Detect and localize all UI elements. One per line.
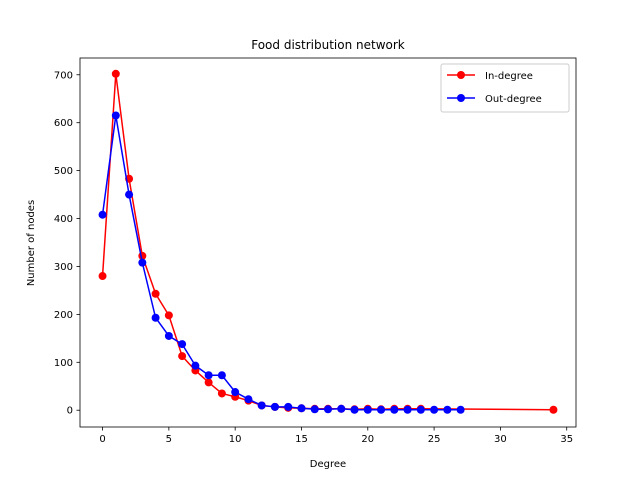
series-1-point xyxy=(178,352,187,361)
legend-marker-2 xyxy=(457,94,465,102)
y-axis-label: Number of nodes xyxy=(26,200,37,286)
series-2-point xyxy=(324,405,332,414)
series-2-point xyxy=(403,405,412,414)
series-1-point xyxy=(151,289,160,298)
x-tick-label: 20 xyxy=(361,434,374,445)
legend-box xyxy=(440,63,570,113)
series-2-point xyxy=(151,313,160,322)
series-2-point xyxy=(284,402,293,411)
x-tick-label: 5 xyxy=(166,434,172,445)
y-tick-label: 400 xyxy=(54,214,73,225)
series-2-point xyxy=(310,405,319,414)
series-1-point xyxy=(204,378,213,387)
series-2-point xyxy=(98,210,107,219)
y-tick-label: 200 xyxy=(54,310,73,321)
series-2-point xyxy=(350,405,359,414)
y-tick-label: 700 xyxy=(54,70,73,81)
x-tick-label: 10 xyxy=(229,434,242,445)
series-line-2 xyxy=(101,114,461,411)
chart-title: Food distribution network xyxy=(251,38,405,52)
y-tick-label: 600 xyxy=(54,118,73,129)
series-1-point xyxy=(549,405,558,414)
legend-label-1: In-degree xyxy=(485,71,533,82)
series-2-point xyxy=(191,361,200,370)
series-2-point xyxy=(111,111,120,120)
x-tick-label: 30 xyxy=(494,434,507,445)
legend-label-2: Out-degree xyxy=(485,94,542,105)
series-2-point xyxy=(443,405,452,414)
legend-marker-1 xyxy=(457,71,465,79)
series-2-point xyxy=(297,404,306,413)
series-2-point xyxy=(363,405,372,414)
series-2-point xyxy=(217,371,226,380)
series-2-point xyxy=(178,340,187,349)
series-1-point xyxy=(98,272,107,281)
series-2-point xyxy=(456,405,465,414)
series-1-point xyxy=(164,311,173,320)
x-tick-label: 25 xyxy=(428,434,441,445)
series-2-point xyxy=(164,331,173,340)
series-2-point xyxy=(138,258,147,267)
series-2-point xyxy=(390,405,399,414)
x-tick-label: 15 xyxy=(295,434,308,445)
x-axis-label: Degree xyxy=(310,459,346,470)
series-2-point xyxy=(231,388,240,397)
x-tick-label: 0 xyxy=(99,434,105,445)
series-2-point xyxy=(125,190,134,199)
series-2-point xyxy=(377,405,386,414)
series-2-point xyxy=(257,401,266,410)
series-1-point xyxy=(217,389,226,398)
axes-frame xyxy=(79,57,577,428)
x-tick-label: 35 xyxy=(560,434,573,445)
series-2-point xyxy=(337,404,346,413)
y-tick-label: 500 xyxy=(54,166,73,177)
series-1-point xyxy=(111,69,120,78)
series-2-point xyxy=(244,395,253,404)
y-tick-label: 0 xyxy=(67,406,73,417)
y-tick-label: 100 xyxy=(54,358,73,369)
series-2-point xyxy=(416,405,425,414)
series-2-point xyxy=(430,405,439,414)
y-tick-label: 300 xyxy=(54,262,73,273)
plot-area: 0 5 10 15 20 25 30 35 0 100 200 300 400 500 600 700 xyxy=(54,57,577,445)
series-2-point xyxy=(204,371,213,380)
legend: In-degree Out-degree xyxy=(440,63,570,113)
series-2-point xyxy=(270,402,279,411)
